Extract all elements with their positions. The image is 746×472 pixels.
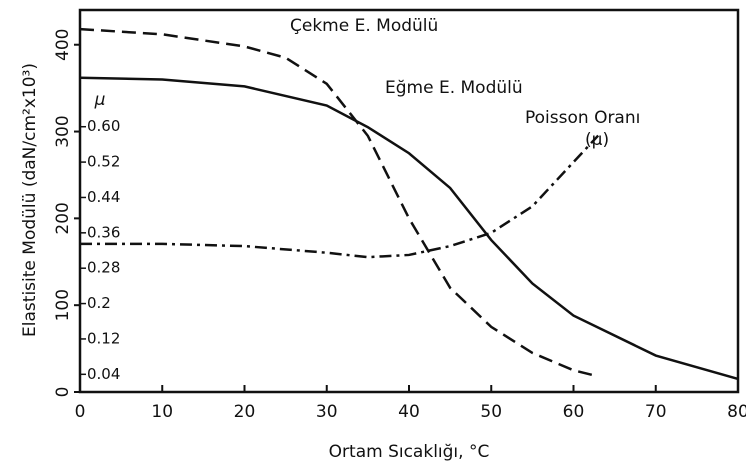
series-label: Çekme E. Modülü [290,16,438,36]
x-tick-label: 10 [151,402,173,422]
x-tick-label: 30 [316,402,338,422]
y2-tick-label: 0.12 [87,329,120,347]
series-label-symbol: (µ) [585,130,609,150]
y-tick-label: 300 [53,115,73,147]
y2-tick-label: 0.52 [87,153,120,171]
x-tick-label: 60 [563,402,585,422]
y-tick-label: 0 [53,387,73,398]
y2-tick-label: 0.2 [87,294,111,312]
x-tick-label: 80 [727,402,746,422]
series-line [79,27,599,378]
y2-tick-label: 0.44 [87,188,120,206]
x-axis-title: Ortam Sıcaklığı, °C [329,442,490,462]
y2-tick-label: 0.60 [87,117,120,135]
y-tick-label: 100 [53,289,73,321]
series-line [79,76,739,381]
series-label: Eğme E. Modülü [385,78,523,98]
x-tick-label: 70 [645,402,667,422]
y2-tick-label: 0.36 [87,223,120,241]
y2-tick-label: 0.04 [87,365,120,383]
y2-tick-label: 0.28 [87,259,120,277]
y-tick-label: 200 [53,202,73,234]
y-axis-title: Elastisite Modülü (daN/cm²x10³) [20,63,40,337]
y-tick-label: 400 [53,29,73,61]
series-label: Poisson Oranı [525,108,640,128]
x-tick-label: 50 [480,402,502,422]
y2-axis-title: µ [94,90,106,110]
x-tick-label: 20 [234,402,256,422]
plot-frame [78,8,740,394]
x-tick-label: 40 [398,402,420,422]
series-line [80,134,600,259]
x-tick-label: 0 [75,402,86,422]
